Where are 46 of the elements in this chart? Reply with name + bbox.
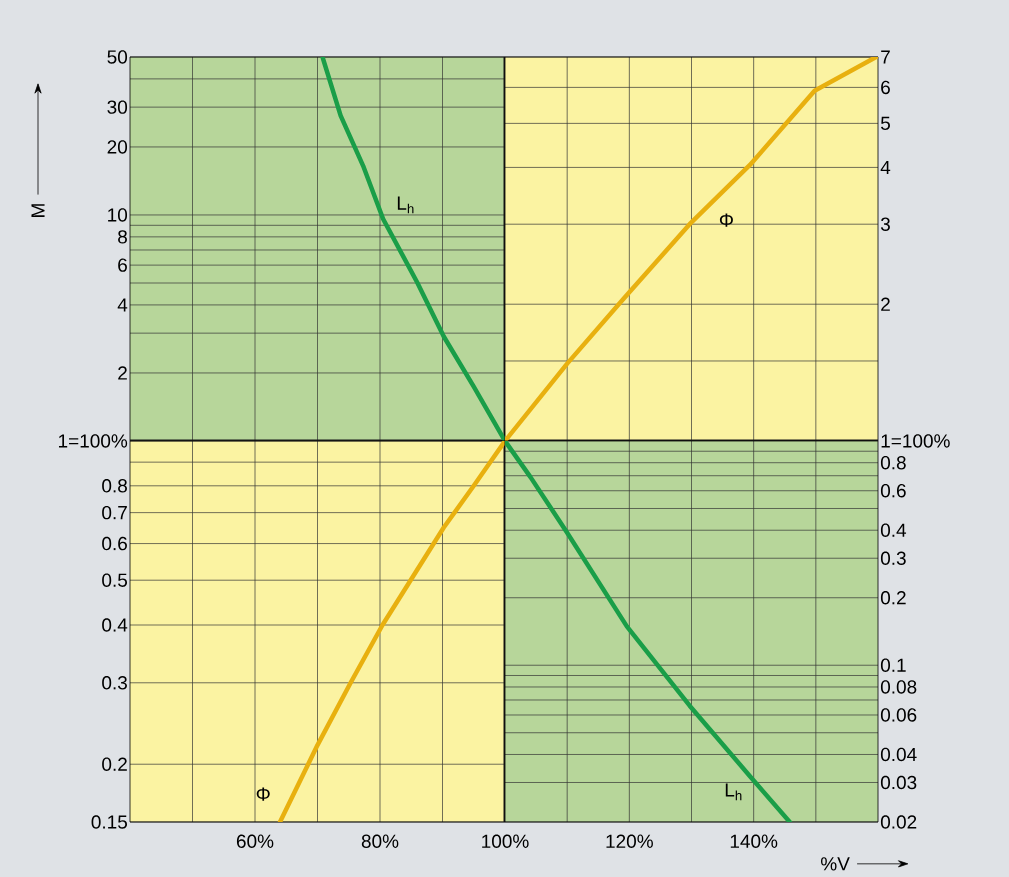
y-tick-label: 0.7 bbox=[102, 505, 127, 520]
x-tick-label: 120% bbox=[606, 834, 653, 848]
series-label: L$_{h}$ bbox=[397, 196, 414, 214]
y-tick-label: 0.4 bbox=[102, 618, 128, 632]
series-label: Φ bbox=[256, 787, 270, 801]
y-tick-label: 6 bbox=[118, 258, 127, 272]
y-tick-label: 30 bbox=[107, 100, 128, 114]
y-tick-label: 0.6 bbox=[102, 536, 127, 551]
y2-tick-label: 0.02 bbox=[880, 815, 917, 829]
y-tick-label: 4 bbox=[117, 298, 128, 312]
y-axis-title: M bbox=[31, 204, 45, 217]
y-tick-label: 1=100% bbox=[58, 434, 128, 448]
y-tick-label: 50 bbox=[107, 50, 128, 64]
y-tick-label: 0.8 bbox=[102, 479, 127, 493]
y2-tick-label: 0.6 bbox=[880, 484, 906, 498]
x-tick-label: 60% bbox=[236, 834, 274, 848]
y2-tick-label: 0.04 bbox=[880, 747, 917, 762]
y2-tick-label: 3 bbox=[880, 217, 890, 231]
y-tick-label: 8 bbox=[118, 230, 127, 244]
y-tick-label: 0.2 bbox=[102, 757, 127, 771]
y2-tick-label: 0.3 bbox=[880, 551, 906, 565]
y2-tick-label: 0.06 bbox=[880, 708, 917, 722]
y2-tick-label: 0.2 bbox=[880, 591, 906, 605]
y-tick-label: 10 bbox=[108, 208, 128, 222]
y2-tick-label: 0.4 bbox=[880, 523, 907, 537]
y2-tick-label: 7 bbox=[881, 50, 890, 64]
y2-tick-label: 0.1 bbox=[880, 658, 906, 672]
series-label: L$_{h}$ bbox=[725, 783, 742, 801]
y2-tick-label: 5 bbox=[880, 116, 890, 131]
y2-tick-label: 0.8 bbox=[880, 455, 906, 470]
x-tick-label: 140% bbox=[730, 834, 778, 848]
y2-tick-label: 6 bbox=[881, 80, 890, 95]
y2-tick-label: 1=100% bbox=[881, 434, 950, 448]
y-tick-label: 0.3 bbox=[102, 676, 127, 690]
x-tick-label: 80% bbox=[361, 834, 399, 848]
y-tick-label: 2 bbox=[118, 366, 127, 380]
y-tick-label: 20 bbox=[107, 140, 128, 154]
x-axis-title: %V bbox=[820, 857, 850, 871]
series-label: Φ bbox=[719, 213, 733, 227]
x-tick-label: 100% bbox=[482, 834, 529, 848]
y-tick-label: 0.15 bbox=[91, 815, 128, 829]
y2-tick-label: 2 bbox=[881, 297, 890, 311]
y2-tick-label: 0.08 bbox=[880, 680, 917, 694]
y-tick-label: 0.5 bbox=[102, 573, 128, 587]
y2-tick-label: 4 bbox=[880, 160, 891, 174]
y2-tick-label: 0.03 bbox=[880, 775, 917, 790]
